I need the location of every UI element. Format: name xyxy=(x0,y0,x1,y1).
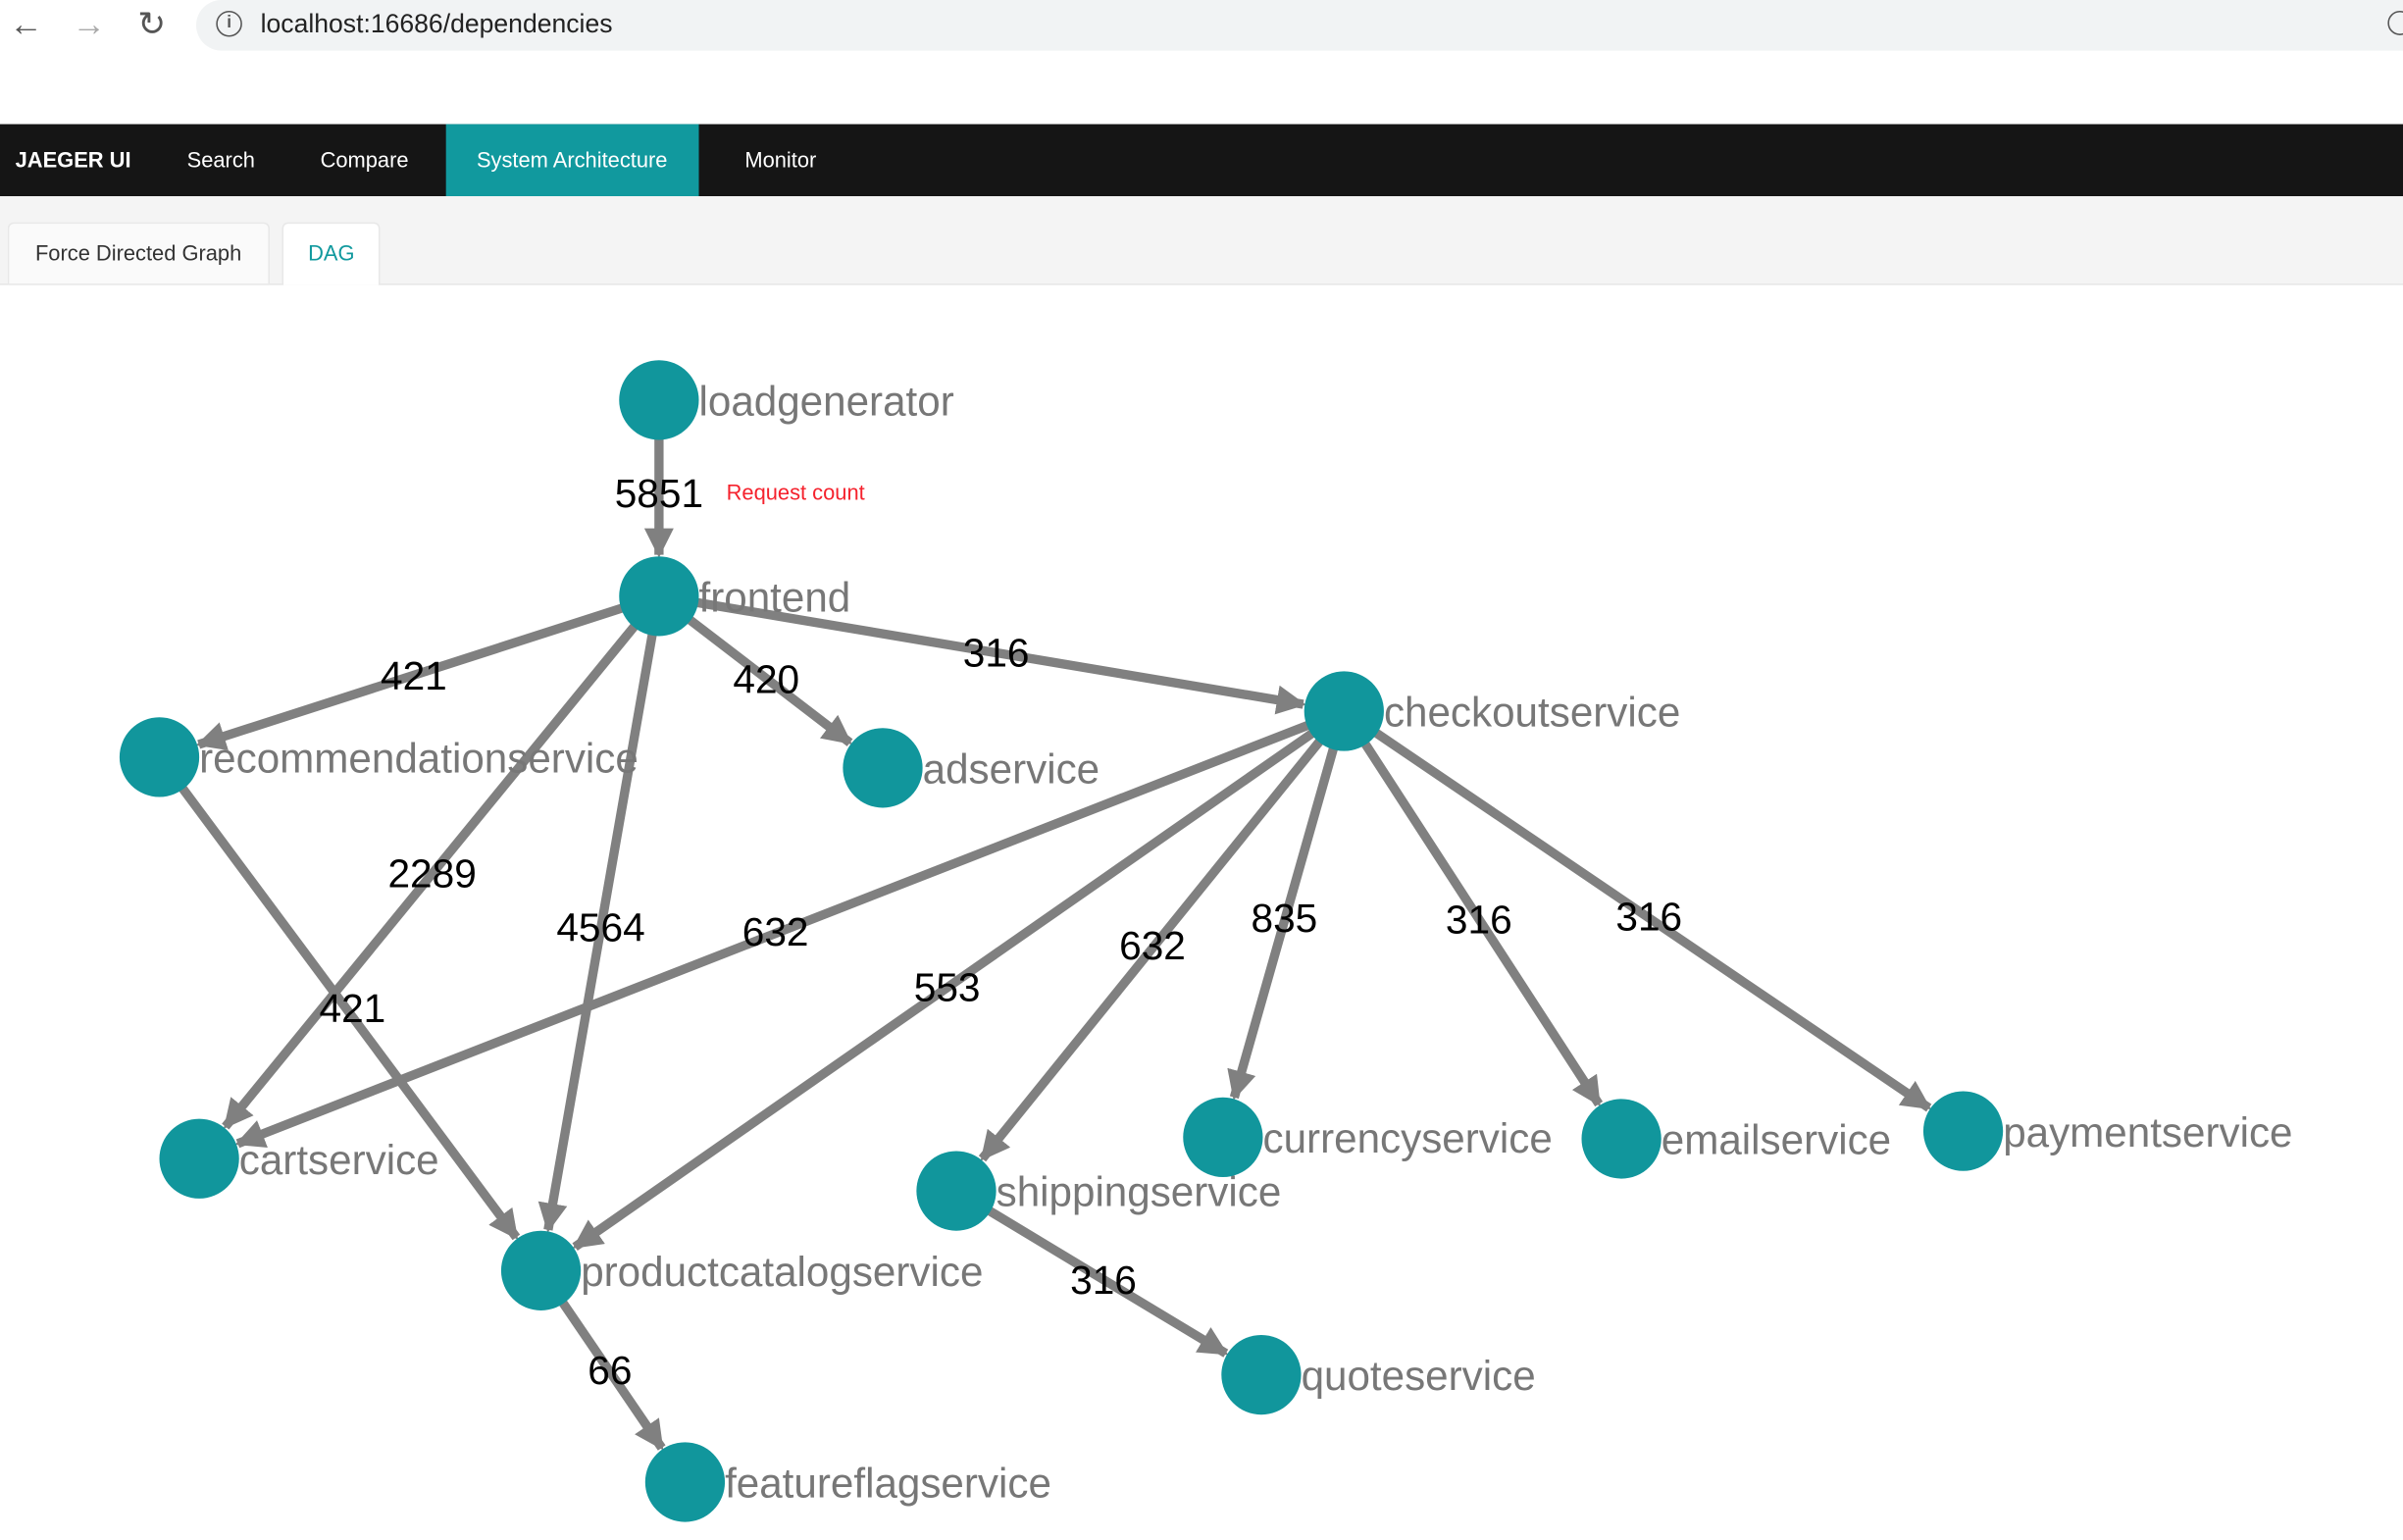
nav-search[interactable]: Search xyxy=(186,147,255,172)
node-circle[interactable] xyxy=(619,556,699,637)
edge-checkoutservice-shippingservice xyxy=(978,738,1324,1162)
edge-count-label: 632 xyxy=(742,909,809,954)
edge-frontend-productcatalogservice xyxy=(537,633,657,1233)
node-label: loadgenerator xyxy=(699,378,954,424)
browser-toolbar: ← → ↻ i localhost:16686/dependencies xyxy=(0,0,2403,123)
node-frontend[interactable]: frontend xyxy=(619,556,851,637)
node-emailservice[interactable]: emailservice xyxy=(1581,1099,1892,1179)
node-featureflagservice[interactable]: featureflagservice xyxy=(644,1442,1051,1522)
node-circle[interactable] xyxy=(843,728,923,808)
dag-graph: 5851 421 420 316 2289 4564 421 632 553 632 835 316 3… xyxy=(119,360,2293,1522)
info-icon[interactable]: i xyxy=(216,10,242,37)
edge-frontend-cartservice xyxy=(222,623,639,1130)
edge-count-label: 316 xyxy=(1615,894,1682,939)
node-circle[interactable] xyxy=(619,360,699,440)
zoom-icon[interactable] xyxy=(2387,10,2403,35)
node-quoteservice[interactable]: quoteservice xyxy=(1221,1334,1536,1415)
node-currencyservice[interactable]: currencyservice xyxy=(1183,1097,1553,1177)
node-circle[interactable] xyxy=(916,1151,997,1231)
node-loadgenerator[interactable]: loadgenerator xyxy=(619,360,954,440)
node-label: paymentservice xyxy=(2003,1109,2292,1155)
edge-count-label: 316 xyxy=(1446,898,1512,943)
request-count-annotation: Request count xyxy=(726,480,865,505)
node-label: productcatalogservice xyxy=(581,1249,983,1295)
address-bar[interactable]: i localhost:16686/dependencies xyxy=(196,0,2403,51)
edge-shippingservice-quoteservice xyxy=(987,1206,1229,1358)
node-label: currencyservice xyxy=(1263,1115,1553,1161)
node-circle[interactable] xyxy=(1581,1099,1662,1179)
edge-checkoutservice-productcatalogservice xyxy=(572,729,1315,1252)
node-label: quoteservice xyxy=(1302,1353,1536,1399)
node-circle[interactable] xyxy=(500,1230,582,1310)
nav-compare[interactable]: Compare xyxy=(320,147,409,172)
edge-count-label: 316 xyxy=(1070,1258,1137,1303)
node-label: emailservice xyxy=(1662,1117,1891,1163)
node-circle[interactable] xyxy=(1304,671,1384,751)
node-label: frontend xyxy=(699,574,851,620)
edge-recommendationservice-productcatalogservice xyxy=(179,785,521,1241)
brand-logo[interactable]: JAEGER UI xyxy=(15,147,131,172)
node-label: adservice xyxy=(923,745,1100,792)
node-label: shippingservice xyxy=(997,1169,1282,1215)
edge-count-label: 5851 xyxy=(615,471,703,516)
view-tabs: Force Directed Graph DAG xyxy=(0,196,2403,285)
nav-monitor[interactable]: Monitor xyxy=(744,147,817,172)
node-circle[interactable] xyxy=(1922,1091,2004,1171)
node-circle[interactable] xyxy=(1221,1334,1302,1415)
edge-count-label: 316 xyxy=(963,631,1030,676)
edge-count-label: 553 xyxy=(914,964,981,1009)
node-circle[interactable] xyxy=(159,1118,239,1199)
node-adservice[interactable]: adservice xyxy=(843,728,1100,808)
node-circle[interactable] xyxy=(1183,1097,1263,1177)
node-cartservice[interactable]: cartservice xyxy=(159,1118,439,1199)
edge-checkoutservice-paymentservice xyxy=(1373,729,1932,1112)
edge-checkoutservice-currencyservice xyxy=(1227,746,1339,1101)
edge-checkoutservice-emailservice xyxy=(1360,741,1604,1107)
node-label: cartservice xyxy=(239,1137,439,1183)
node-recommendationservice[interactable]: recommendationservice xyxy=(119,717,639,797)
edge-productcatalogservice-featureflagservice xyxy=(558,1299,666,1451)
node-label: recommendationservice xyxy=(199,736,639,782)
edge-count-label: 2289 xyxy=(387,851,476,897)
url-text: localhost:16686/dependencies xyxy=(260,9,613,39)
edge-count-label: 421 xyxy=(381,653,447,698)
edge-frontend-recommendationservice xyxy=(195,603,625,750)
edge-count-label: 4564 xyxy=(556,904,644,950)
top-nav: JAEGER UI Search Compare System Architec… xyxy=(0,124,2403,196)
node-circle[interactable] xyxy=(119,717,200,797)
edge-count-label: 835 xyxy=(1251,896,1317,941)
node-circle[interactable] xyxy=(644,1442,726,1522)
edge-frontend-checkoutservice xyxy=(695,597,1306,715)
back-icon[interactable]: ← xyxy=(9,4,43,43)
node-paymentservice[interactable]: paymentservice xyxy=(1922,1091,2293,1171)
node-label: checkoutservice xyxy=(1384,690,1680,736)
tab-dag[interactable]: DAG xyxy=(281,222,382,285)
edge-checkoutservice-cartservice xyxy=(234,720,1310,1149)
node-checkoutservice[interactable]: checkoutservice xyxy=(1304,671,1681,751)
node-productcatalogservice[interactable]: productcatalogservice xyxy=(500,1230,983,1310)
edge-count-label: 421 xyxy=(319,986,385,1031)
edge-frontend-adservice xyxy=(687,615,853,746)
node-label: featureflagservice xyxy=(725,1461,1051,1507)
edge-count-label: 420 xyxy=(733,656,799,701)
edge-count-label: 66 xyxy=(588,1348,632,1393)
nav-system-architecture[interactable]: System Architecture xyxy=(445,124,698,196)
node-shippingservice[interactable]: shippingservice xyxy=(916,1151,1282,1231)
reload-icon[interactable]: ↻ xyxy=(137,4,167,43)
tab-force-directed-graph[interactable]: Force Directed Graph xyxy=(7,222,270,284)
edge-count-label: 632 xyxy=(1119,923,1186,968)
forward-icon[interactable]: → xyxy=(72,4,106,43)
